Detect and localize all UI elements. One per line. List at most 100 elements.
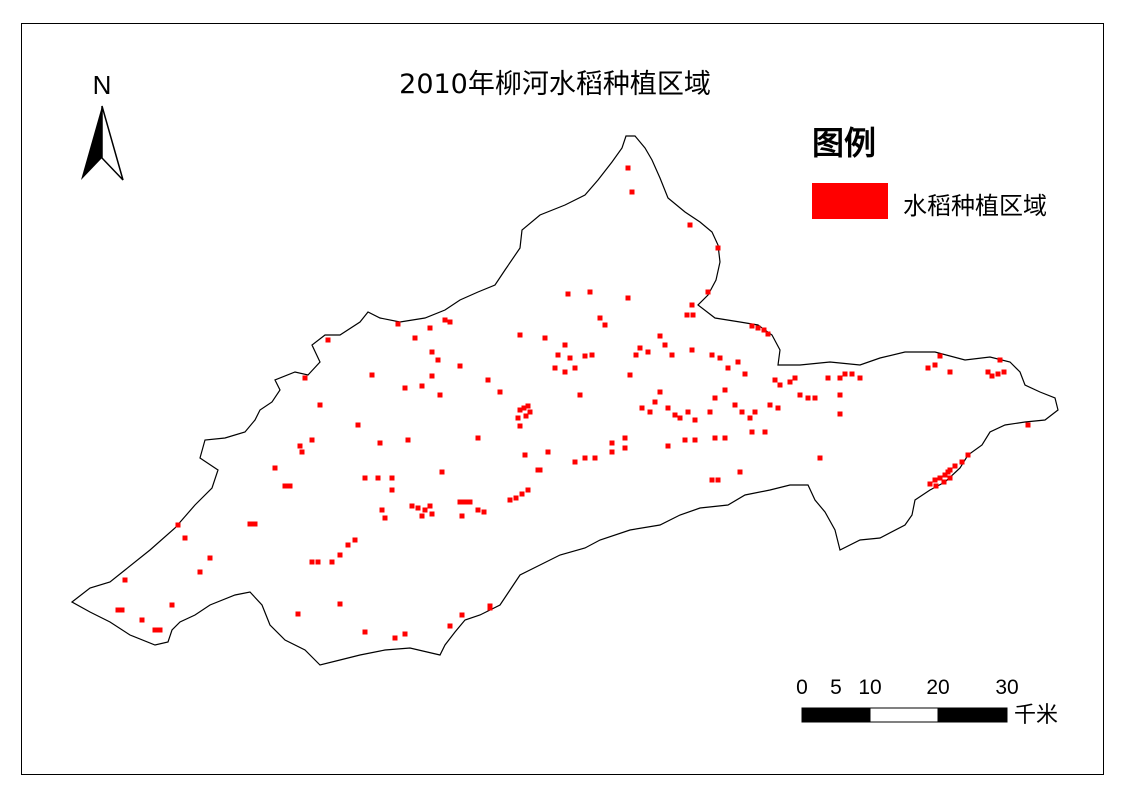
paddy-cell [787, 379, 793, 385]
paddy-cell [602, 322, 608, 328]
paddy-cell [429, 511, 435, 517]
paddy-cell [362, 629, 368, 635]
paddy-cell [857, 375, 863, 381]
paddy-cell [555, 352, 561, 358]
paddy-cell [625, 165, 631, 171]
paddy-cell [725, 365, 731, 371]
paddy-cell [587, 289, 593, 295]
paddy-cell [627, 372, 633, 378]
paddy-cell [817, 455, 823, 461]
paddy-cell [812, 395, 818, 401]
paddy-cell [685, 409, 691, 415]
paddy-cell [797, 392, 803, 398]
paddy-cell [665, 405, 671, 411]
paddy-cell [657, 333, 663, 339]
paddy-cell [459, 612, 465, 618]
paddy-cell [517, 407, 523, 413]
legend-label-paddy: 水稻种植区域 [903, 192, 1047, 220]
paddy-cell [487, 605, 493, 611]
paddy-cell [337, 601, 343, 607]
paddy-cell [665, 443, 671, 449]
paddy-cell [572, 459, 578, 465]
paddy-cell [369, 372, 375, 378]
paddy-cell [402, 385, 408, 391]
paddy-cell [439, 469, 445, 475]
paddy-cell [115, 607, 121, 613]
paddy-cell [684, 312, 690, 318]
paddy-cell [485, 377, 491, 383]
paddy-cell [302, 375, 308, 381]
paddy-cell [415, 505, 421, 511]
legend-title: 图例 [812, 124, 877, 162]
paddy-cell [545, 449, 551, 455]
paddy-cell [459, 513, 465, 519]
paddy-cell [959, 459, 965, 465]
paddy-cell [513, 495, 519, 501]
paddy-cell [837, 411, 843, 417]
paddy-cell [705, 289, 711, 295]
paddy-cell [377, 440, 383, 446]
paddy-cell [765, 331, 771, 337]
paddy-cell [629, 189, 635, 195]
paddy-cell [945, 469, 951, 475]
paddy-cell [139, 617, 145, 623]
paddy-cell [567, 355, 573, 361]
paddy-cell [687, 222, 693, 228]
paddy-cell [497, 389, 503, 395]
paddy-cell [933, 483, 939, 489]
paddy-cell [562, 369, 568, 375]
paddy-cell [315, 559, 321, 565]
paddy-cell [677, 415, 683, 421]
scale-tick-20: 20 [926, 676, 949, 699]
paddy-cell [152, 627, 158, 633]
paddy-cell [522, 452, 528, 458]
paddy-cell [517, 332, 523, 338]
paddy-cell [837, 375, 843, 381]
paddy-cell [429, 373, 435, 379]
paddy-cell [1025, 422, 1031, 428]
paddy-cell [645, 349, 651, 355]
paddy-cell [689, 302, 695, 308]
paddy-cell [282, 483, 288, 489]
paddy-cell [247, 521, 253, 527]
paddy-cell [941, 479, 947, 485]
paddy-cell [175, 522, 181, 528]
paddy-cell [692, 417, 698, 423]
paddy-cell [542, 335, 548, 341]
scale-tick-10: 10 [858, 676, 881, 699]
paddy-cell [519, 491, 525, 497]
paddy-cell [761, 327, 767, 333]
paddy-cell [429, 349, 435, 355]
paddy-cell [625, 295, 631, 301]
paddy-cell [379, 507, 385, 513]
paddy-cell [409, 503, 415, 509]
paddy-cell [362, 475, 368, 481]
paddy-cell [722, 387, 728, 393]
paddy-cell [712, 435, 718, 441]
paddy-cell [652, 399, 658, 405]
paddy-cell [345, 542, 351, 548]
paddy-cell [739, 409, 745, 415]
paddy-cell [952, 463, 958, 469]
paddy-cell [672, 412, 678, 418]
paddy-cell [272, 465, 278, 471]
paddy-cell [169, 602, 175, 608]
paddy-cell [597, 315, 603, 321]
paddy-cell [419, 513, 425, 519]
paddy-cell [437, 392, 443, 398]
paddy-cell [715, 477, 721, 483]
paddy-cell [392, 635, 398, 641]
paddy-cell [709, 352, 715, 358]
paddy-cell [527, 409, 533, 415]
paddy-cell [937, 475, 943, 481]
paddy-cell [577, 392, 583, 398]
paddy-cell [937, 353, 943, 359]
paddy-cell [737, 469, 743, 475]
paddy-cell [715, 245, 721, 251]
paddy-cell [535, 467, 541, 473]
paddy-cell [925, 365, 931, 371]
paddy-cell [317, 402, 323, 408]
paddy-cells [115, 165, 1031, 641]
paddy-cell [295, 611, 301, 617]
paddy-cell [842, 371, 848, 377]
